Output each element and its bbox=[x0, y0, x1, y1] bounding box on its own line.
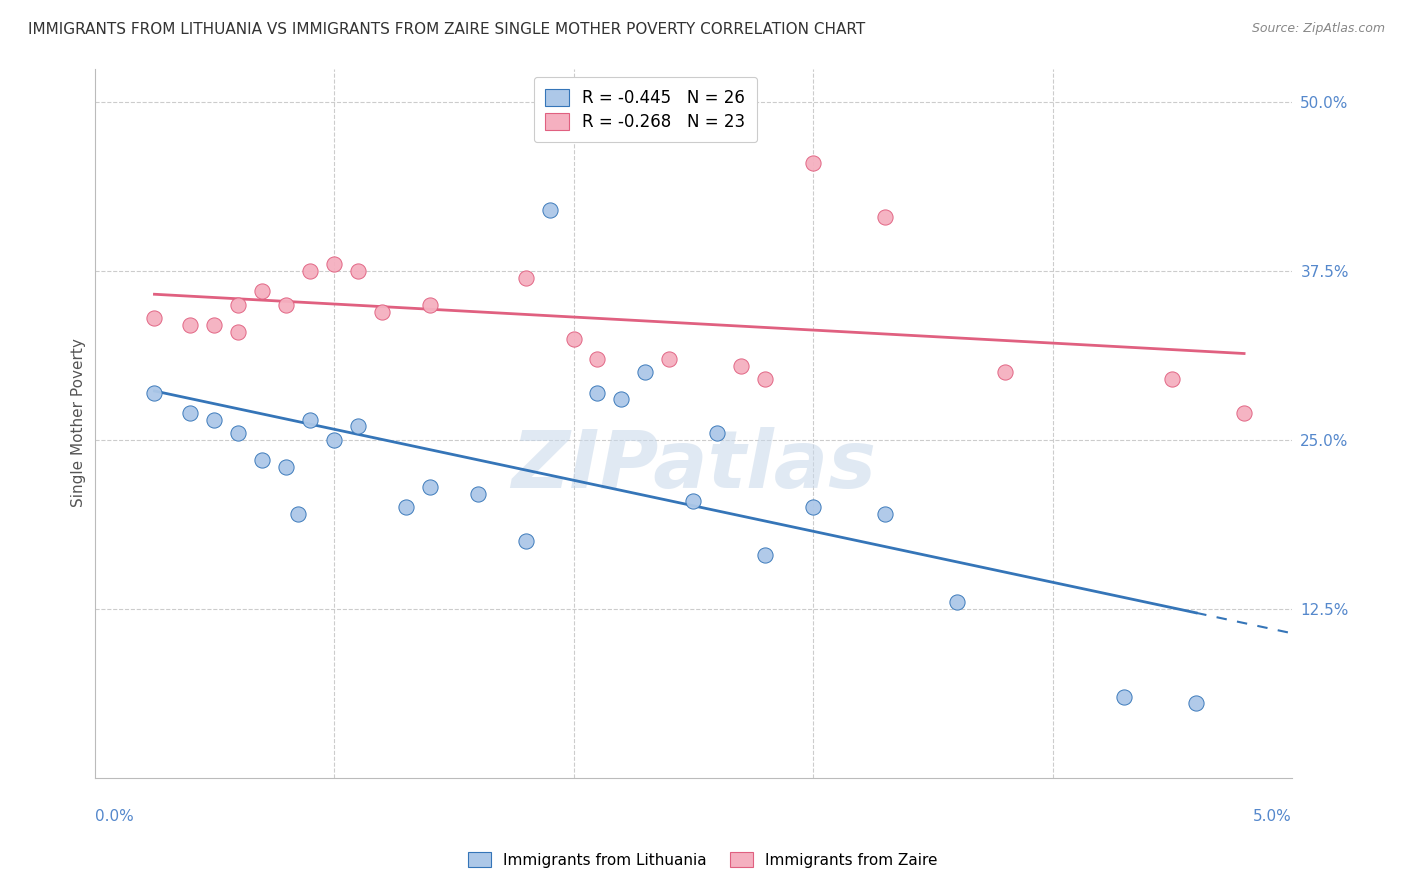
Point bbox=[250, 285, 273, 299]
Y-axis label: Single Mother Poverty: Single Mother Poverty bbox=[72, 339, 86, 508]
Text: Source: ZipAtlas.com: Source: ZipAtlas.com bbox=[1251, 22, 1385, 36]
Point bbox=[994, 365, 1017, 379]
Point bbox=[226, 426, 249, 441]
Point bbox=[658, 351, 681, 366]
Point bbox=[801, 500, 824, 515]
Legend: Immigrants from Lithuania, Immigrants from Zaire: Immigrants from Lithuania, Immigrants fr… bbox=[461, 845, 945, 875]
Point bbox=[754, 548, 776, 562]
Point bbox=[276, 459, 298, 474]
Point bbox=[143, 311, 166, 326]
Point bbox=[250, 453, 273, 467]
Point bbox=[1233, 406, 1256, 420]
Point bbox=[226, 325, 249, 339]
Legend: R = -0.445   N = 26, R = -0.268   N = 23: R = -0.445 N = 26, R = -0.268 N = 23 bbox=[534, 77, 756, 143]
Point bbox=[873, 507, 896, 521]
Text: ZIPatlas: ZIPatlas bbox=[510, 426, 876, 505]
Point bbox=[1114, 690, 1136, 704]
Point bbox=[586, 385, 609, 400]
Point bbox=[730, 359, 752, 373]
Point bbox=[610, 392, 633, 407]
Point bbox=[226, 298, 249, 312]
Point bbox=[419, 298, 441, 312]
Point bbox=[419, 480, 441, 494]
Point bbox=[634, 365, 657, 379]
Point bbox=[562, 332, 585, 346]
Point bbox=[1161, 372, 1184, 386]
Point bbox=[538, 203, 561, 218]
Point bbox=[202, 412, 225, 426]
Point bbox=[515, 271, 537, 285]
Point bbox=[179, 406, 201, 420]
Point bbox=[395, 500, 418, 515]
Point bbox=[1185, 696, 1208, 710]
Point bbox=[754, 372, 776, 386]
Point bbox=[143, 385, 166, 400]
Point bbox=[287, 507, 309, 521]
Point bbox=[276, 298, 298, 312]
Point bbox=[179, 318, 201, 332]
Point bbox=[371, 304, 394, 318]
Point bbox=[347, 419, 370, 434]
Point bbox=[299, 264, 322, 278]
Point bbox=[706, 426, 728, 441]
Point bbox=[515, 534, 537, 549]
Point bbox=[945, 595, 967, 609]
Point bbox=[323, 257, 346, 271]
Point bbox=[682, 493, 704, 508]
Point bbox=[467, 487, 489, 501]
Text: 5.0%: 5.0% bbox=[1253, 809, 1292, 824]
Point bbox=[202, 318, 225, 332]
Point bbox=[873, 210, 896, 224]
Text: 0.0%: 0.0% bbox=[94, 809, 134, 824]
Point bbox=[299, 412, 322, 426]
Text: IMMIGRANTS FROM LITHUANIA VS IMMIGRANTS FROM ZAIRE SINGLE MOTHER POVERTY CORRELA: IMMIGRANTS FROM LITHUANIA VS IMMIGRANTS … bbox=[28, 22, 865, 37]
Point bbox=[347, 264, 370, 278]
Point bbox=[801, 156, 824, 170]
Point bbox=[323, 433, 346, 447]
Point bbox=[586, 351, 609, 366]
